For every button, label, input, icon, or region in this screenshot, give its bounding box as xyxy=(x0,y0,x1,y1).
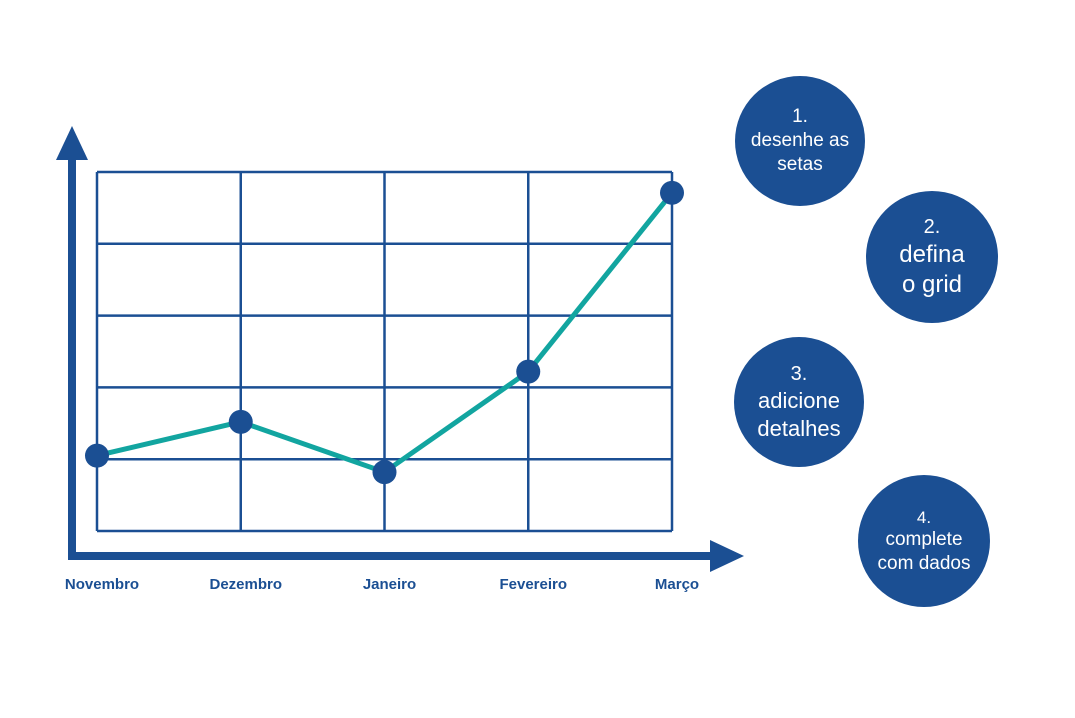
grid xyxy=(95,170,674,533)
step-text-line: detalhes xyxy=(757,415,841,441)
x-tick-label: Novembro xyxy=(64,576,140,593)
series xyxy=(85,180,684,485)
x-tick-label: Janeiro xyxy=(362,576,417,593)
step-circle-4: 4. complete com dados xyxy=(858,475,990,607)
step-number: 2. xyxy=(923,215,941,238)
data-point xyxy=(228,409,253,434)
data-point xyxy=(372,460,397,485)
step-number: 3. xyxy=(790,363,808,385)
x-tick-label: Março xyxy=(654,576,700,593)
step-text-line: setas xyxy=(777,153,823,175)
step-circle-2: 2. defina o grid xyxy=(866,191,998,323)
step-circle-1: 1. desenhe as setas xyxy=(735,76,865,206)
y-axis-arrowhead xyxy=(56,126,88,160)
axes xyxy=(56,126,744,572)
data-point xyxy=(516,359,541,384)
step-text-line: adicione xyxy=(758,388,840,413)
step-text-line: complete xyxy=(885,528,963,550)
data-point xyxy=(85,443,109,468)
step-number: 1. xyxy=(792,106,808,128)
x-tick-label: Fevereiro xyxy=(499,576,568,593)
data-point xyxy=(660,180,684,205)
step-number: 4. xyxy=(916,507,932,527)
x-axis-arrowhead xyxy=(710,540,744,572)
step-text-line: defina xyxy=(899,240,965,268)
x-tick-label: Dezembro xyxy=(209,576,283,593)
step-text-line: o grid xyxy=(901,270,963,298)
step-circle-3: 3. adicione detalhes xyxy=(734,337,864,467)
step-text-line: desenhe as xyxy=(750,130,850,152)
step-text-line: com dados xyxy=(877,552,971,574)
